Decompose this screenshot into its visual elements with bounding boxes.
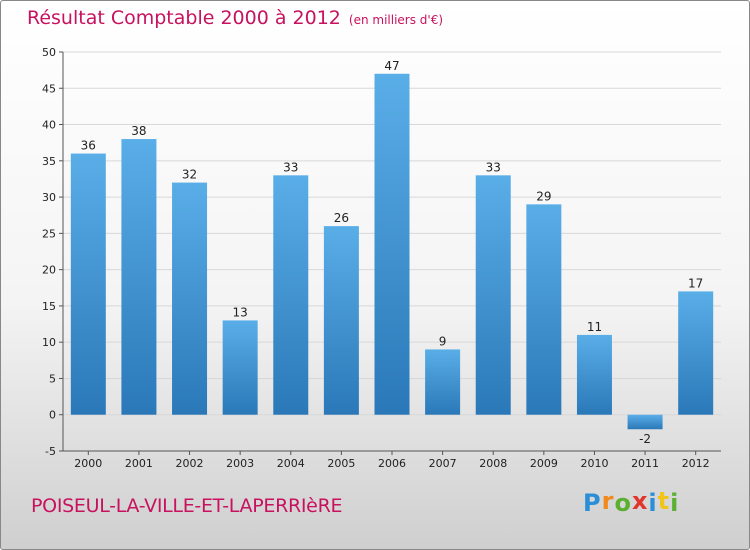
data-label-2005: 26 [334, 211, 349, 225]
data-label-2000: 36 [81, 139, 96, 153]
y-tick-label: 5 [49, 372, 56, 385]
bar-2012 [678, 291, 714, 415]
data-label-2007: 9 [439, 334, 447, 348]
bar-2009 [526, 204, 562, 415]
bar-2002 [172, 182, 208, 415]
logo-letter: x [631, 487, 649, 515]
bar-2008 [475, 175, 511, 415]
y-tick-label: 10 [42, 336, 56, 349]
x-tick-label-2007: 2007 [429, 457, 457, 470]
y-tick-label: 45 [42, 82, 56, 95]
y-tick-label: -5 [45, 445, 56, 458]
bar-2006 [374, 73, 410, 415]
labels: -5 0 5 10 15 20 25 30 35 40 45 50 36 2000 38 2001 32 2002… [42, 46, 710, 470]
data-label-2004: 33 [283, 160, 298, 174]
y-tick-label: 20 [42, 264, 56, 277]
data-label-2008: 33 [486, 160, 501, 174]
bar-2003 [222, 320, 258, 415]
logo-letter: r [601, 487, 615, 515]
y-tick-label: 35 [42, 155, 56, 168]
logo-letter: i [670, 489, 680, 517]
logo-letter: i [648, 489, 658, 517]
bar-2001 [121, 139, 157, 415]
x-tick-label-2009: 2009 [530, 457, 558, 470]
bar-2007 [425, 349, 461, 415]
bar-2010 [576, 334, 612, 415]
bar-2011 [627, 414, 663, 430]
chart-subtitle: (en milliers d'€) [348, 13, 444, 27]
commune-name: POISEUL-LA-VILLE-ET-LAPERRIèRE [31, 495, 343, 517]
chart-title: Résultat Comptable 2000 à 2012 (en millie… [27, 7, 443, 29]
y-tick-label: 40 [42, 119, 56, 132]
x-tick-label-2003: 2003 [226, 457, 254, 470]
proxiti-logo: Proxiti [583, 487, 680, 517]
title-text: Résultat Comptable 2000 à 2012 [27, 7, 341, 29]
data-label-2011: -2 [639, 432, 651, 446]
y-tick-label: 15 [42, 300, 56, 313]
x-tick-label-2011: 2011 [631, 457, 659, 470]
x-tick-label-2002: 2002 [176, 457, 204, 470]
data-label-2002: 32 [182, 168, 197, 182]
data-label-2003: 13 [233, 305, 248, 319]
y-tick-label: 0 [49, 409, 56, 422]
x-tick-label-2000: 2000 [74, 457, 102, 470]
bar-2004 [273, 175, 309, 415]
y-tick-label: 50 [42, 46, 56, 59]
bar-2005 [323, 226, 359, 415]
x-tick-label-2001: 2001 [125, 457, 153, 470]
x-tick-label-2010: 2010 [580, 457, 608, 470]
y-tick-label: 30 [42, 191, 56, 204]
y-tick-label: 25 [42, 227, 56, 240]
data-label-2006: 47 [384, 59, 399, 73]
x-tick-label-2008: 2008 [479, 457, 507, 470]
data-label-2001: 38 [131, 124, 146, 138]
logo-letter: P [583, 489, 602, 517]
x-tick-label-2004: 2004 [277, 457, 305, 470]
data-label-2010: 11 [587, 320, 602, 334]
axes [59, 51, 721, 455]
x-tick-label-2005: 2005 [327, 457, 355, 470]
data-label-2012: 17 [688, 276, 703, 290]
x-tick-label-2006: 2006 [378, 457, 406, 470]
bar-2000 [70, 153, 106, 415]
x-tick-label-2012: 2012 [682, 457, 710, 470]
bars [70, 73, 714, 430]
data-label-2009: 29 [536, 189, 551, 203]
logo-letter: o [614, 489, 632, 517]
logo-letter: t [657, 487, 671, 515]
